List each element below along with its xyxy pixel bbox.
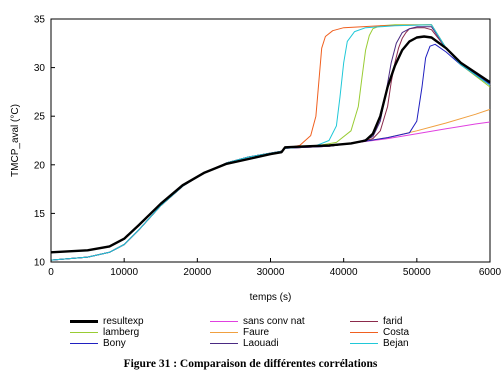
legend-item-bony: Bony: [70, 338, 210, 349]
tick-labels: 0 10000 20000 30000 40000 50000 6000 10 15 20 25 30…: [34, 15, 501, 279]
legend-swatch: [350, 321, 378, 322]
line-chart: 0 10000 20000 30000 40000 50000 6000 10 15 20 25 30…: [10, 15, 501, 304]
legend-swatch: [210, 332, 238, 333]
y-tick-label: 20: [34, 160, 46, 171]
legend-item-bejan: Bejan: [350, 338, 490, 349]
series-line-bejan: [50, 24, 491, 261]
legend-swatch: [210, 343, 238, 344]
legend-swatch: [70, 320, 98, 323]
x-tick-label: 20000: [183, 267, 211, 278]
y-tick-label: 30: [34, 63, 46, 74]
legend-swatch: [350, 332, 378, 333]
legend-label: lamberg: [103, 327, 140, 338]
legend-swatch: [70, 332, 98, 333]
legend-item-resultexp: resultexp: [70, 316, 210, 327]
y-tick-label: 25: [34, 112, 46, 123]
series-line-lamberg: [50, 24, 491, 261]
legend-item-faure: Faure: [210, 327, 350, 338]
legend-row: lamberg Faure Costa: [70, 327, 490, 338]
legend-row: Bony Laouadi Bejan: [70, 338, 490, 349]
legend-item-costa: Costa: [350, 327, 490, 338]
legend-item-sans-conv-nat: sans conv nat: [210, 316, 350, 327]
series-group: [50, 24, 491, 261]
legend-label: resultexp: [103, 316, 144, 327]
series-line-farid: [50, 27, 491, 261]
legend-label: Bony: [103, 338, 126, 349]
x-tick-label: 50000: [403, 267, 431, 278]
series-line-laouadi: [50, 26, 491, 261]
x-axis-label: temps (s): [250, 292, 292, 303]
series-line-bony: [50, 43, 491, 261]
legend-label: farid: [383, 316, 403, 327]
legend-label: Bejan: [383, 338, 409, 349]
x-tick-label: 6000: [479, 267, 501, 278]
plot-frame: [50, 18, 491, 263]
x-tick-label: 40000: [330, 267, 358, 278]
legend-swatch: [70, 343, 98, 344]
figure-caption: Figure 31 : Comparaison de différentes c…: [123, 358, 378, 370]
x-tick-label: 0: [48, 267, 54, 278]
legend-label: Costa: [383, 327, 410, 338]
legend-row: resultexp sans conv nat farid: [70, 316, 490, 327]
legend-swatch: [350, 343, 378, 344]
series-line-resultexp: [50, 35, 491, 254]
legend-label: sans conv nat: [243, 316, 305, 327]
legend-item-laouadi: Laouadi: [210, 338, 350, 349]
x-tick-label: 30000: [257, 267, 285, 278]
legend: resultexp sans conv nat farid lamberg Faure C…: [70, 316, 490, 349]
plot-area: [50, 18, 491, 263]
legend-item-lamberg: lamberg: [70, 327, 210, 338]
legend-item-farid: farid: [350, 316, 490, 327]
y-tick-label: 35: [34, 15, 46, 26]
series-line-sans-conv-nat: [50, 121, 491, 261]
y-axis-label: TMCP_aval (°C): [10, 104, 21, 177]
series-line-costa: [50, 24, 491, 261]
y-tick-label: 10: [34, 258, 46, 269]
x-tick-label: 10000: [110, 267, 138, 278]
legend-swatch: [210, 321, 238, 322]
y-tick-label: 15: [34, 209, 46, 220]
legend-label: Laouadi: [243, 338, 279, 349]
legend-label: Faure: [243, 327, 270, 338]
